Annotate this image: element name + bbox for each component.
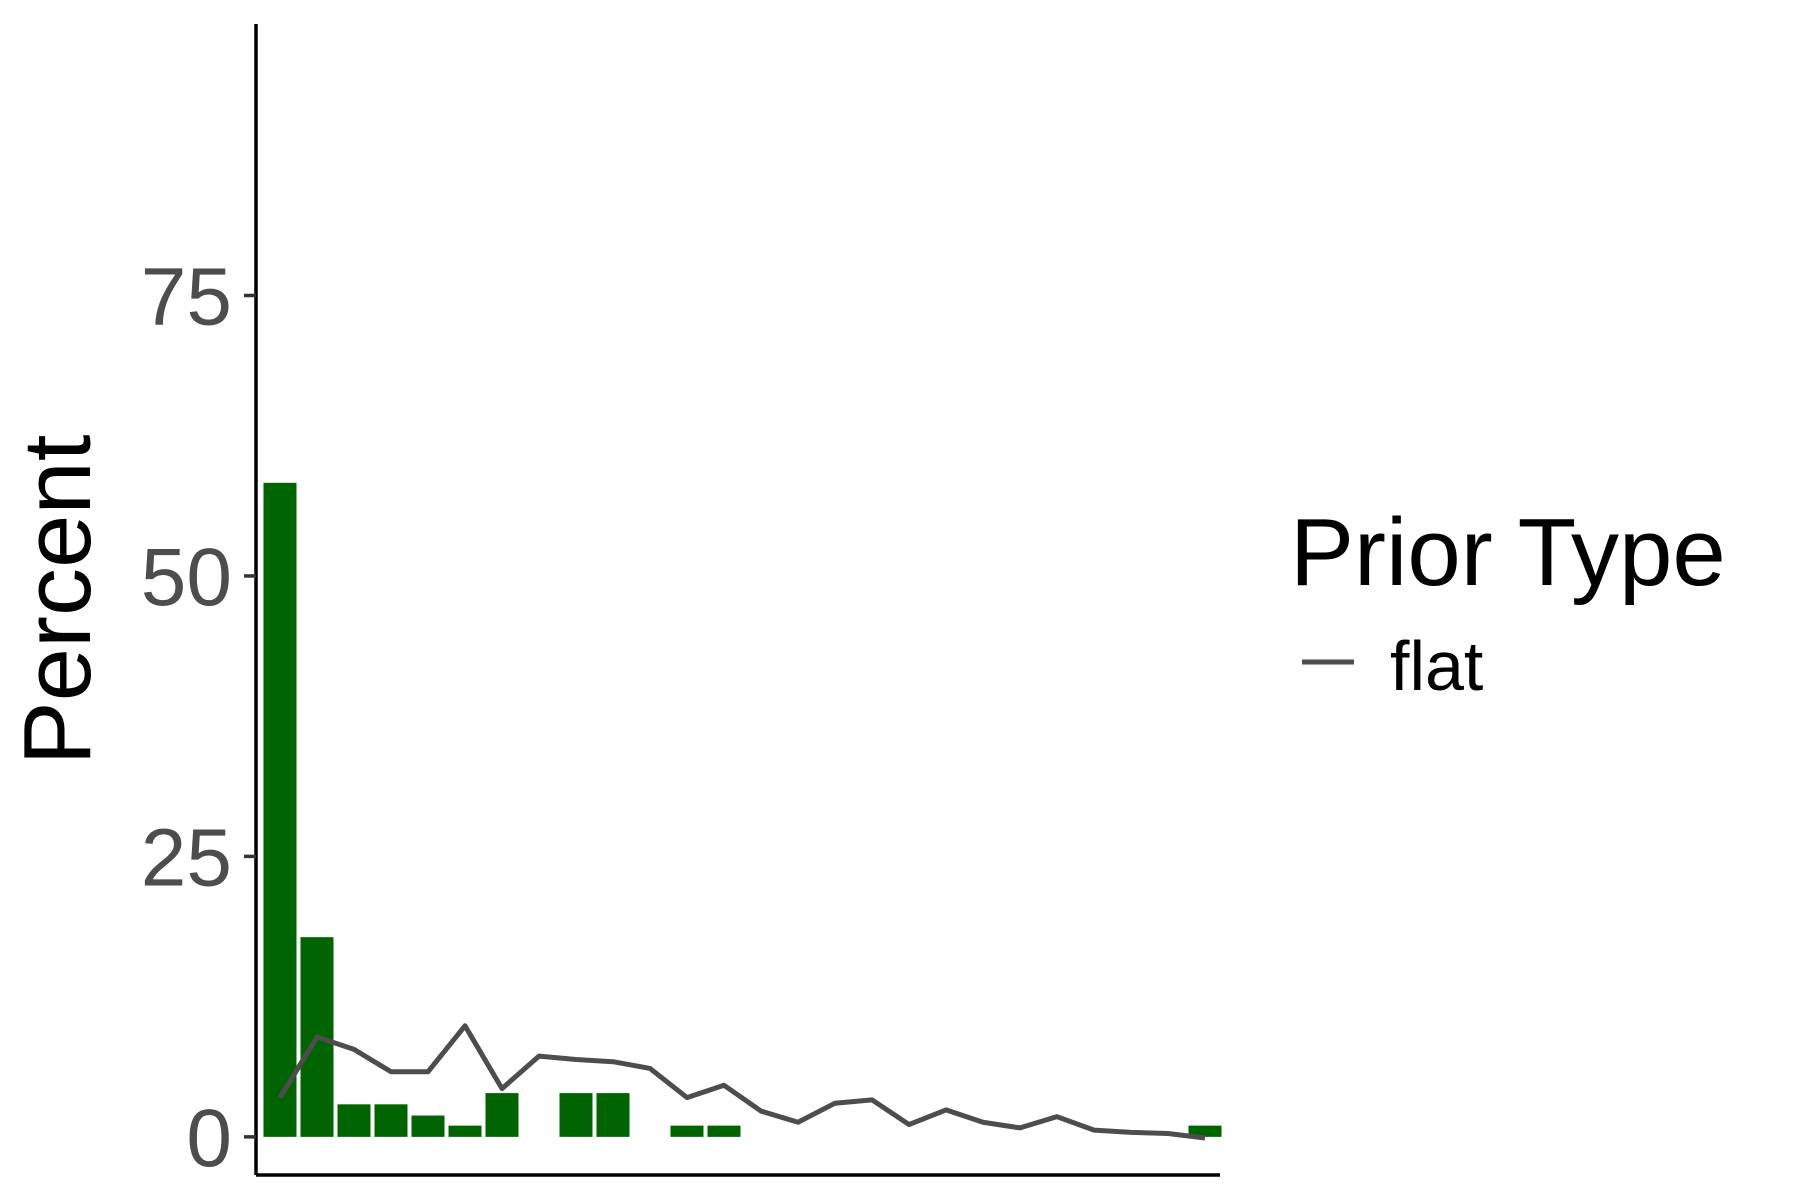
bar: [559, 1093, 593, 1137]
bar: [670, 1125, 704, 1137]
bar: [411, 1115, 445, 1137]
y-tick-label: 25: [141, 812, 232, 903]
y-tick-label: 50: [141, 532, 232, 623]
bar: [1188, 1125, 1222, 1137]
y-tick-label: 75: [141, 251, 232, 342]
bars-layer: [263, 482, 1222, 1137]
line-layer: [277, 1023, 1206, 1141]
legend-title: Prior Type: [1290, 499, 1726, 606]
bar: [337, 1104, 371, 1137]
bar: [263, 482, 297, 1137]
bar: [485, 1093, 519, 1137]
bar: [448, 1125, 482, 1137]
legend-label-flat: flat: [1390, 627, 1483, 705]
y-tick-label: 0: [186, 1093, 232, 1184]
bar: [374, 1104, 408, 1137]
y-axis-title: Percent: [4, 435, 111, 766]
bar: [707, 1125, 741, 1137]
bar: [596, 1093, 630, 1137]
axes-layer: 0 25 50 75: [141, 24, 1220, 1184]
legend: Prior Type flat: [1290, 499, 1726, 705]
series-line-flat: [277, 1023, 1206, 1141]
